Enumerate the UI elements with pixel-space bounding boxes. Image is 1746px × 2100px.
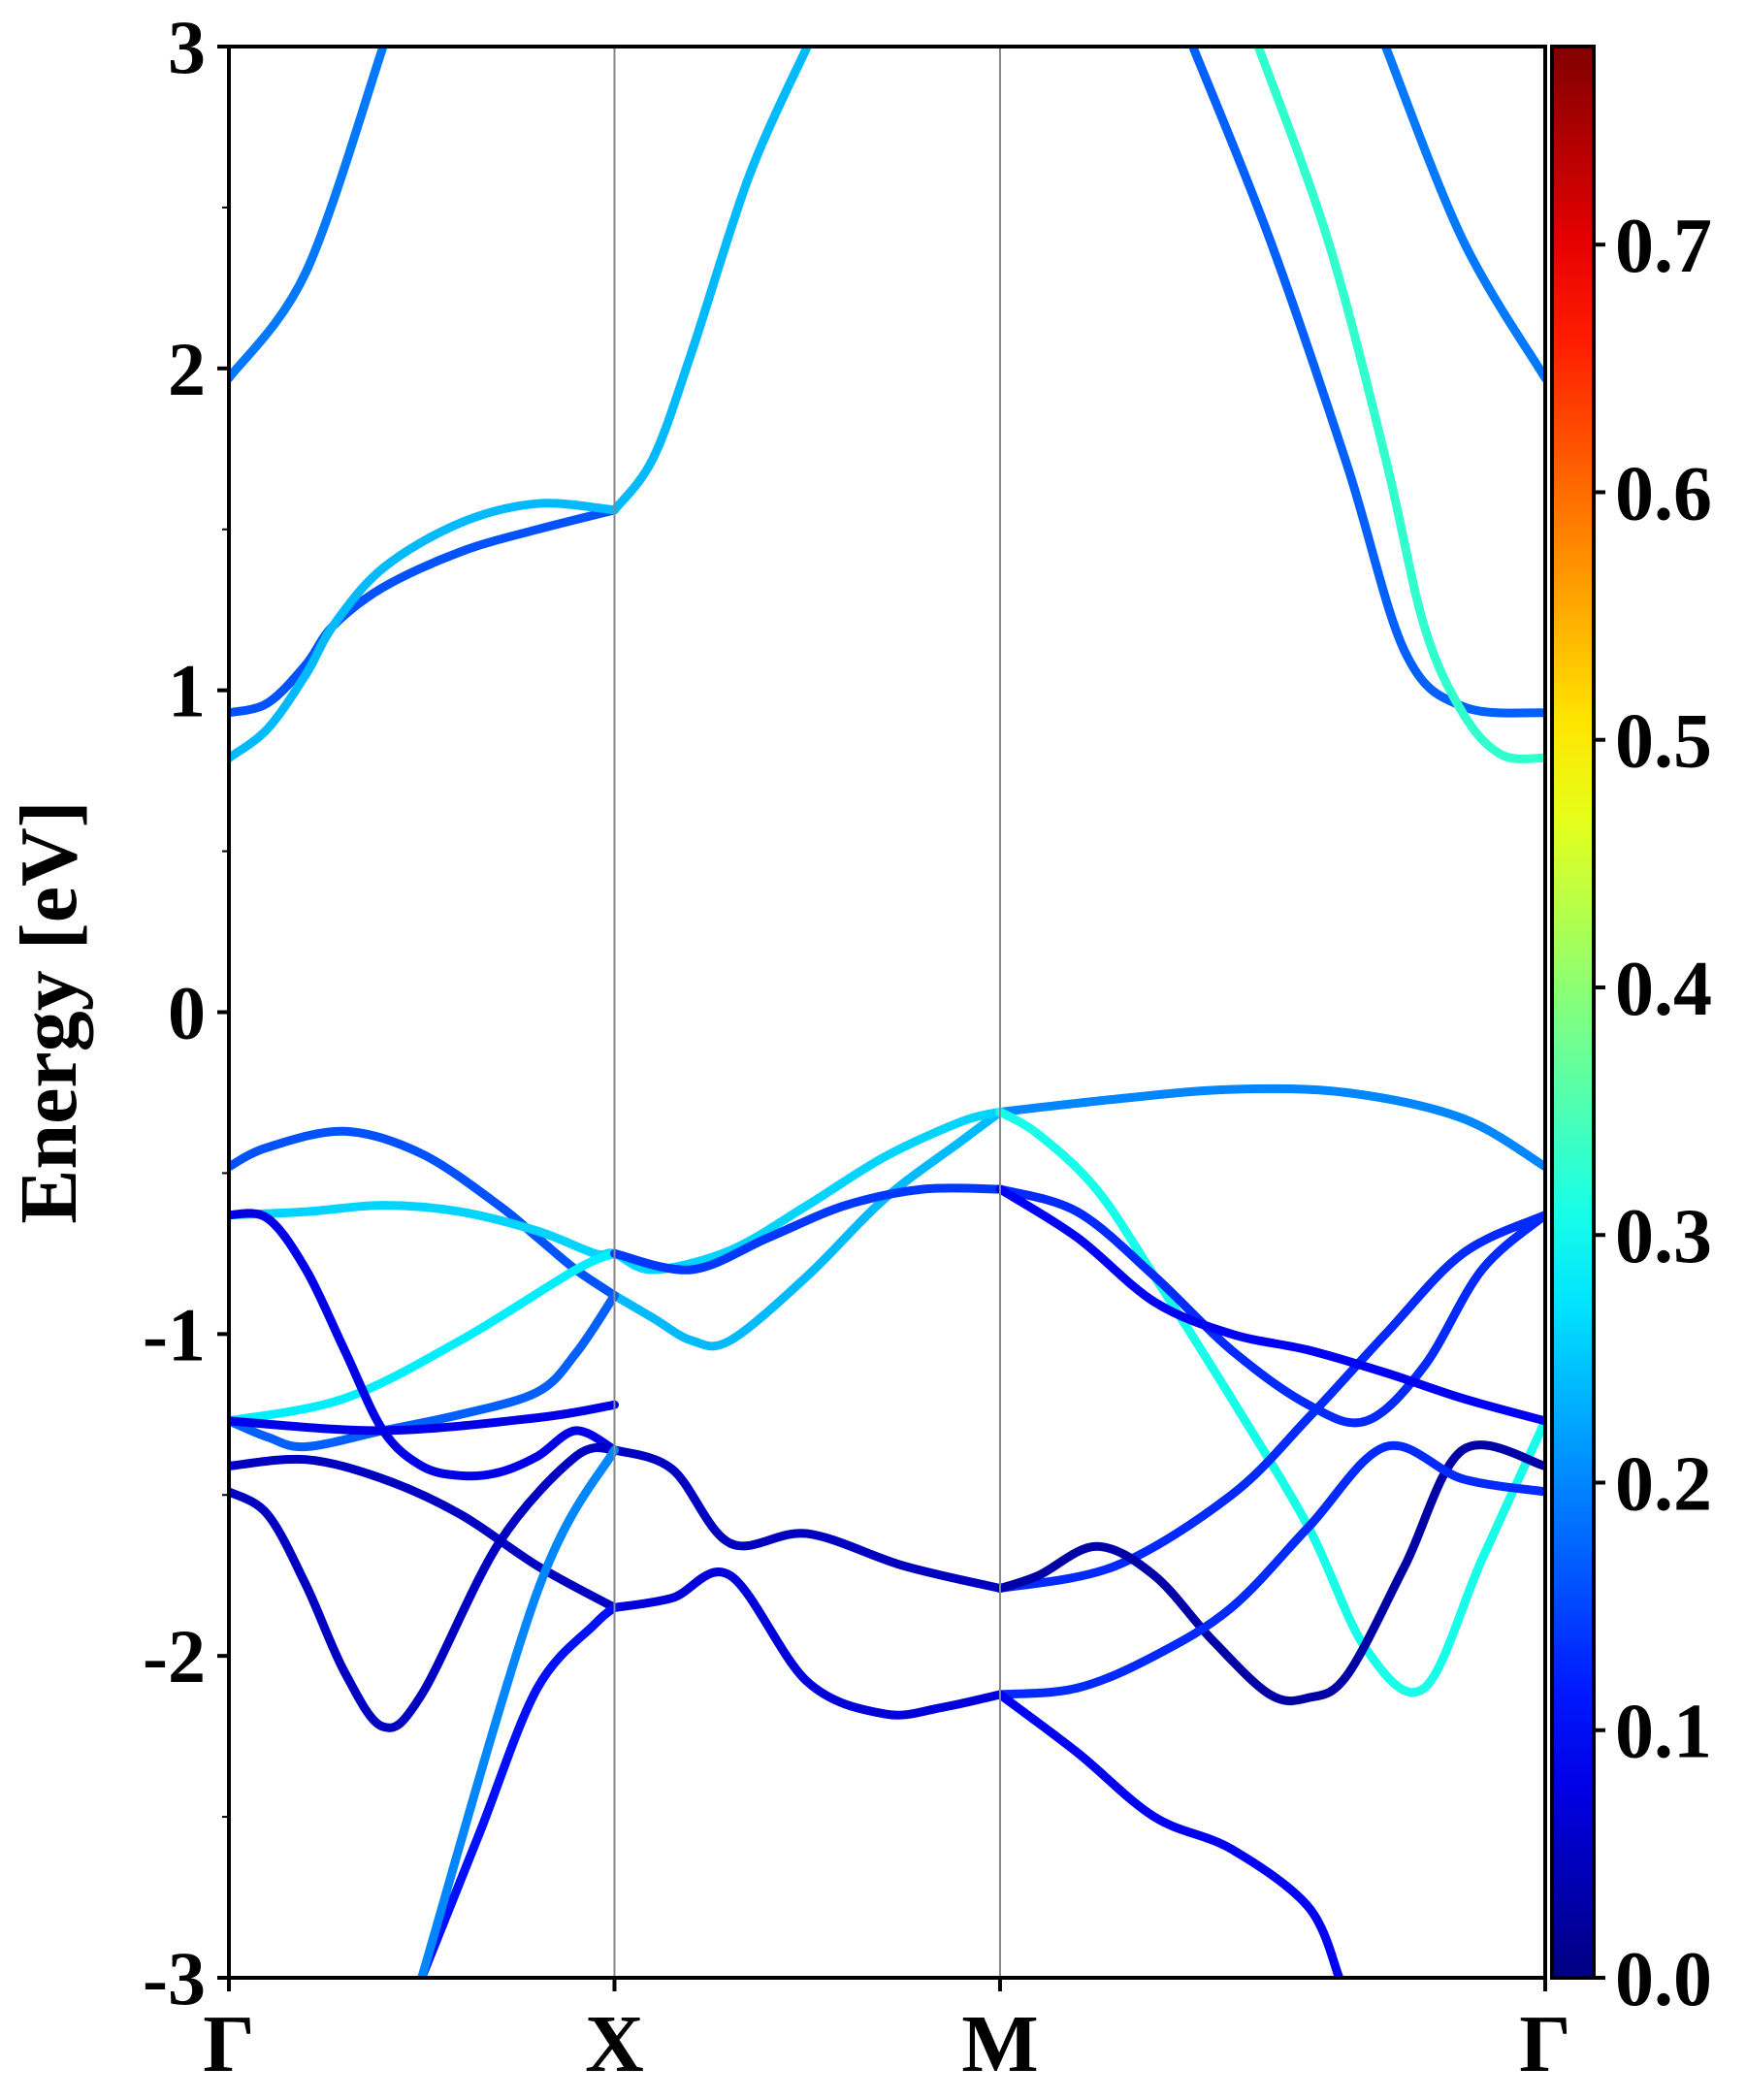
colorbar-tick-label: 0.4	[1615, 947, 1712, 1032]
colorbar-tick-label: 0.3	[1615, 1194, 1712, 1279]
bands-layer	[229, 47, 1545, 1978]
band-line-9	[610, 1107, 1005, 1351]
band-line-17	[229, 1209, 619, 1481]
colorbar-ticks: 0.0 0.1 0.2 0.3 0.4 0.5 0.6 0.7	[1594, 204, 1712, 2022]
colorbar	[1550, 45, 1596, 1980]
band-line-28	[417, 1445, 619, 1978]
band-line-14	[229, 1291, 619, 1452]
band-line-3	[229, 505, 619, 718]
y-axis-label: Energy [eV]	[4, 800, 94, 1223]
x-tick-label: M	[961, 1999, 1038, 2089]
kpoint-lines	[613, 47, 1001, 1978]
band-line-8	[229, 1126, 619, 1300]
colorbar-tick-label: 0.0	[1615, 1937, 1712, 2022]
band-line-2	[1380, 47, 1545, 383]
x-tick-label: Γ	[203, 1999, 254, 2089]
band-line-26	[995, 1440, 1545, 1699]
band-line-13	[229, 1248, 619, 1426]
band-line-25	[610, 1567, 1005, 1720]
band-line-7	[1253, 47, 1545, 763]
band-line-29	[995, 1690, 1344, 1978]
colorbar-tick-label: 0.2	[1615, 1441, 1712, 1527]
colorbar-tick-label: 0.7	[1615, 204, 1712, 289]
colorbar-tick-label: 0.6	[1615, 451, 1712, 536]
band-line-23	[995, 1440, 1545, 1706]
band-line-24	[229, 1443, 619, 1732]
band-line-18	[229, 1400, 619, 1436]
y-tick-label: 2	[168, 327, 206, 411]
band-line-5	[610, 47, 812, 515]
y-tick-label: -1	[143, 1292, 206, 1376]
band-line-1	[229, 47, 388, 383]
y-tick-label: -2	[143, 1614, 206, 1698]
y-tick-label: -3	[143, 1936, 206, 2020]
band-line-12	[995, 1107, 1545, 1697]
y-tick-label: 1	[168, 649, 206, 733]
band-line-21	[229, 1454, 619, 1612]
band-line-10	[995, 1083, 1545, 1172]
colorbar-tick-label: 0.1	[1615, 1690, 1712, 1775]
band-line-27	[417, 1602, 619, 1978]
band-line-19	[610, 1445, 1005, 1593]
band-line-15	[610, 1183, 1005, 1275]
band-line-20	[995, 1211, 1545, 1593]
band-line-22	[995, 1184, 1545, 1426]
x-tick-label: X	[585, 1999, 644, 2089]
band-line-16	[995, 1184, 1545, 1428]
colorbar-tick-label: 0.5	[1615, 699, 1712, 785]
y-axis: -3 -2 -1 0 1 2 3	[143, 5, 229, 2020]
x-tick-label: Γ	[1519, 1999, 1570, 2089]
y-tick-label: 3	[168, 5, 206, 89]
y-tick-label: 0	[168, 971, 206, 1055]
band-line-4	[229, 499, 619, 762]
